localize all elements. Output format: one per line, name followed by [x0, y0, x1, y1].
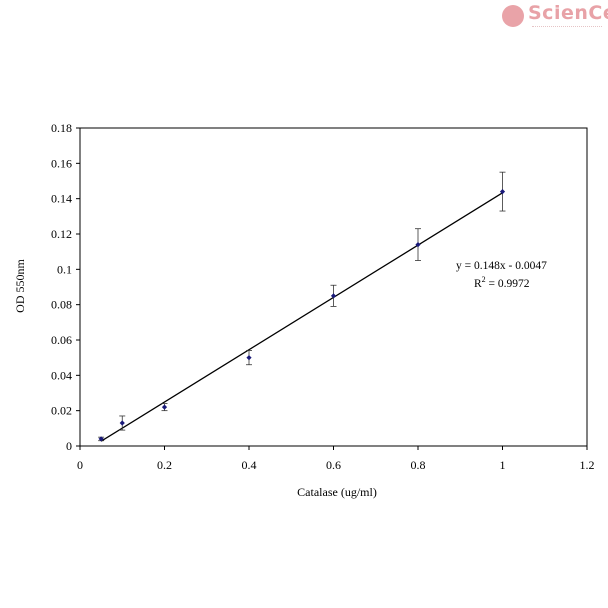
data-point: [161, 404, 168, 410]
data-point: [246, 355, 252, 361]
r2-value: = 0.9972: [486, 278, 530, 290]
logo-underline: [532, 26, 602, 29]
trendline-path: [100, 192, 503, 442]
logo-circle-icon: [502, 5, 524, 27]
logo-text: ScienCell: [528, 2, 608, 24]
y-tick-label: 0.14: [51, 192, 72, 206]
y-tick-label: 0.02: [51, 404, 72, 418]
data-points: [98, 171, 506, 442]
data-point: [415, 242, 421, 248]
x-tick-label: 0.4: [242, 458, 257, 472]
sciencell-logo: ScienCell: [500, 2, 608, 32]
r2-prefix: R: [474, 278, 482, 290]
y-tick-label: 0.1: [57, 262, 72, 276]
x-tick-label: 0: [77, 458, 83, 472]
y-tick-label: 0.08: [51, 298, 72, 312]
data-point: [499, 189, 506, 195]
data-point: [98, 436, 104, 442]
x-tick-label: 1: [500, 458, 506, 472]
trendline-equation: y = 0.148x - 0.0047: [456, 260, 547, 272]
trendline: [100, 192, 503, 442]
y-tick-label: 0: [66, 439, 72, 453]
data-point: [119, 420, 125, 426]
x-axis-label: Catalase (ug/ml): [297, 485, 377, 499]
x-tick-label: 0.2: [157, 458, 172, 472]
x-tick-label: 0.8: [411, 458, 426, 472]
y-tick-label: 0.04: [51, 368, 72, 382]
y-axis-label: OD 550nm: [13, 259, 27, 313]
ticks: 0 0.02 0.04 0.06 0.08 0.1 0.12 0.14 0.16 0.18 0 0.2…: [51, 121, 595, 472]
x-tick-label: 1.2: [580, 458, 595, 472]
y-tick-label: 0.18: [51, 121, 72, 135]
r-squared-label: R2 = 0.9972: [474, 275, 530, 290]
r2-superscript: 2: [482, 275, 486, 284]
data-point: [330, 293, 337, 299]
y-tick-label: 0.16: [51, 156, 72, 170]
x-tick-label: 0.6: [326, 458, 341, 472]
y-tick-label: 0.12: [51, 227, 72, 241]
y-tick-label: 0.06: [51, 333, 72, 347]
